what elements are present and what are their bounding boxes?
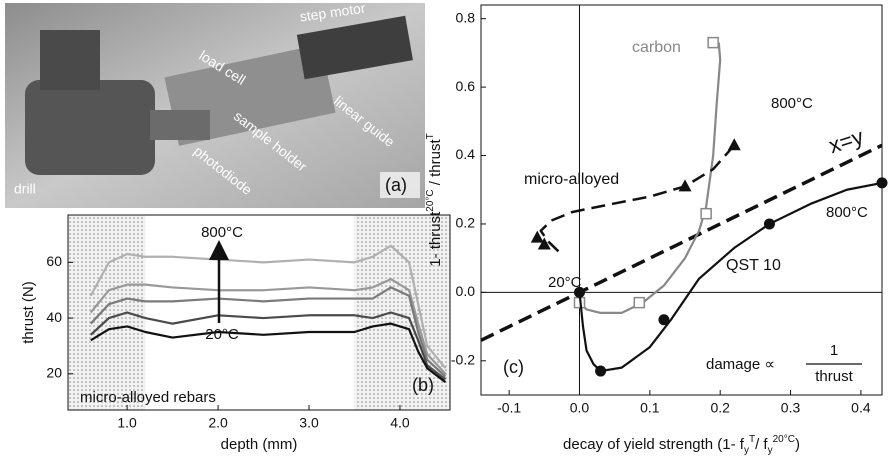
marker <box>595 365 607 377</box>
x-tick-label: 0.2 <box>710 400 730 416</box>
panel-label: (a) <box>385 175 407 195</box>
x-tick-label: 0.1 <box>640 400 660 416</box>
annotation: 800°C <box>826 204 868 221</box>
x-tick-label: 2.0 <box>208 415 228 431</box>
y-axis-label: 1- thrust20°C / thrustT <box>425 133 444 267</box>
x-tick-label: 0.3 <box>781 400 801 416</box>
plot-frame <box>67 214 451 411</box>
label-part: y <box>768 445 773 456</box>
y-tick-label: 40 <box>46 309 62 325</box>
plot-frame <box>480 4 883 396</box>
panel-label-bg <box>380 172 420 198</box>
series-line <box>578 181 883 373</box>
marker <box>700 207 712 220</box>
series-line <box>89 311 447 381</box>
series-line <box>539 144 736 253</box>
marker <box>573 286 585 298</box>
x-tick-label: 3.0 <box>299 415 319 431</box>
label-part: ) <box>795 436 800 453</box>
label-part: / thrust <box>427 139 444 190</box>
label-part: / f <box>755 436 768 453</box>
label-part: decay of yield strength (1- f <box>563 436 745 453</box>
series-label: micro-alloyed <box>524 171 619 188</box>
series-line <box>89 286 447 378</box>
annotation: micro-alloyed rebars <box>80 389 216 406</box>
panel-label: (b) <box>412 375 434 395</box>
series-label: x=y <box>826 124 867 159</box>
series-line <box>89 277 447 375</box>
sample-holder <box>150 110 210 140</box>
y-tick-label: 0.0 <box>456 283 476 299</box>
marker <box>678 179 692 192</box>
marker <box>727 138 741 151</box>
series-line <box>480 143 883 342</box>
label-part: 20°C <box>425 189 436 211</box>
marker <box>658 314 670 326</box>
x-axis-label: depth (mm) <box>221 436 298 453</box>
series-label: carbon <box>632 39 681 56</box>
y-tick-label: 20 <box>46 364 62 380</box>
annotation: thrust <box>815 368 853 385</box>
shaded-region <box>68 215 146 410</box>
annotation: 800°C <box>201 224 243 241</box>
series-label: QST 10 <box>726 257 781 274</box>
photo-label: drill <box>14 181 36 197</box>
marker <box>763 218 775 230</box>
annotation: damage ∝ <box>706 356 775 373</box>
annotation: 1 <box>830 342 838 359</box>
x-tick-label: 0.4 <box>851 400 871 416</box>
series-line <box>578 42 722 314</box>
x-axis-label: decay of yield strength (1- fyT/ fy20°C) <box>563 434 800 456</box>
y-tick-label: 0.8 <box>456 9 476 25</box>
annotation: 20°C <box>548 274 582 291</box>
y-axis-label: thrust (N) <box>20 281 37 344</box>
label-part: 20°C <box>773 434 795 445</box>
panel-label: (c) <box>503 357 524 377</box>
shaded-region <box>354 215 450 410</box>
x-tick-label: -0.1 <box>497 400 521 416</box>
label-part: y <box>744 445 749 456</box>
marker <box>707 36 719 49</box>
label-part: T <box>749 434 755 445</box>
step-motor <box>296 15 413 80</box>
drill-mount <box>40 30 100 90</box>
x-tick-label: 0.0 <box>570 400 590 416</box>
annotation: 20°C <box>205 326 239 343</box>
y-tick-label: 0.2 <box>456 215 476 231</box>
marker <box>537 237 551 250</box>
photo <box>5 3 425 208</box>
annotation: 800°C <box>771 95 813 112</box>
drill-body <box>25 80 155 175</box>
y-tick-label: 60 <box>46 253 62 269</box>
series-line <box>89 244 447 369</box>
x-tick-label: 1.0 <box>117 415 137 431</box>
marker <box>633 296 646 309</box>
marker <box>530 230 544 243</box>
y-tick-label: -0.2 <box>451 351 475 367</box>
label-part: 1- thrust <box>427 211 444 267</box>
x-tick-label: 4.0 <box>390 415 410 431</box>
y-tick-label: 0.6 <box>456 78 476 94</box>
series-line <box>90 322 447 384</box>
label-part: T <box>425 133 436 139</box>
y-tick-label: 0.4 <box>456 146 476 162</box>
marker <box>876 177 888 189</box>
